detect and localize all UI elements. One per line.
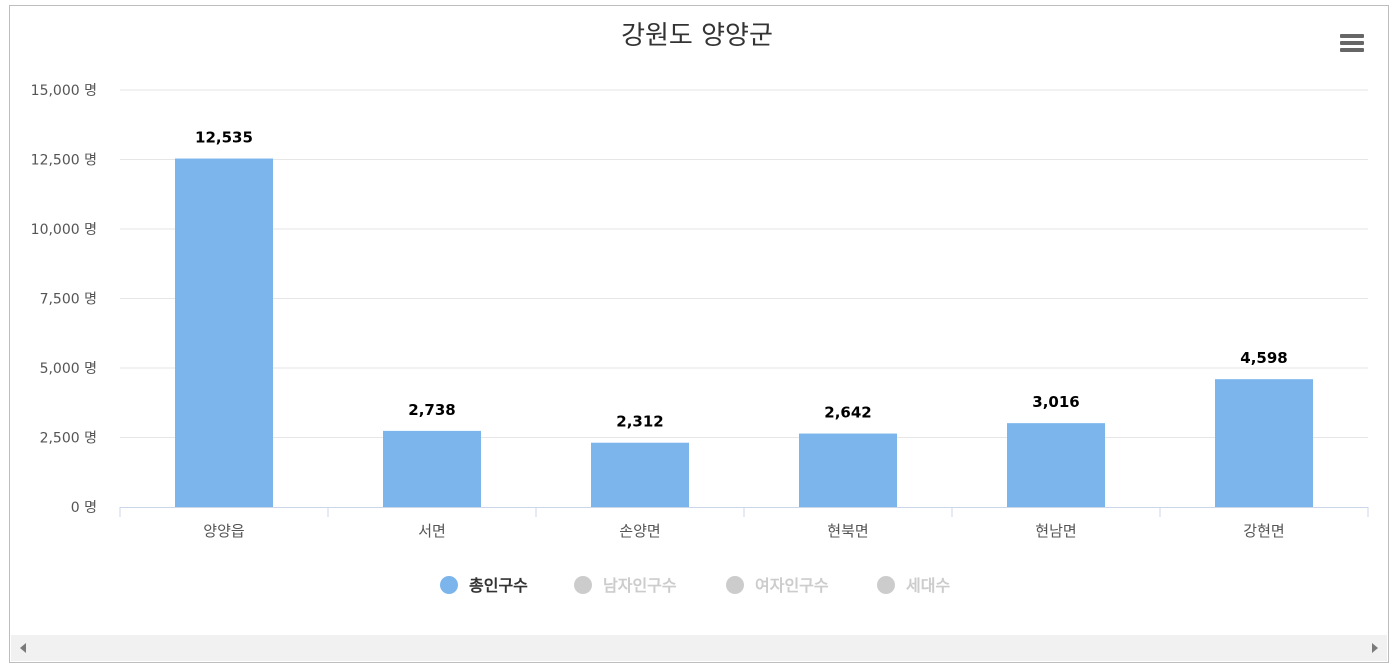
data-label: 2,312 (616, 413, 663, 431)
y-axis: 0 명 2,500 명 5,000 명 7,500 명 10,000 명 12,500 명… (31, 83, 97, 516)
x-tick-label: 양양읍 (203, 522, 244, 540)
bar (799, 433, 897, 507)
x-tick-label: 서면 (418, 522, 446, 540)
y-tick-label: 5,000 명 (40, 361, 97, 377)
horizontal-scrollbar[interactable] (11, 635, 1387, 661)
y-tick-label: 12,500 명 (31, 153, 97, 169)
legend-item[interactable]: 남자인구수 (574, 576, 677, 595)
data-label: 3,016 (1032, 393, 1079, 411)
data-labels: 12,535 2,738 2,312 2,642 3,016 4,598 (195, 129, 1288, 431)
grid-lines (120, 89, 1368, 438)
legend-marker (726, 576, 744, 594)
legend-marker (877, 576, 895, 594)
bar (175, 158, 273, 508)
x-tick-label: 현남면 (1035, 522, 1076, 540)
bar (1007, 423, 1105, 507)
data-label: 12,535 (195, 129, 253, 147)
y-tick-label: 10,000 명 (31, 222, 97, 238)
x-tick-label: 손양면 (619, 522, 660, 540)
legend-marker (574, 576, 592, 594)
bar (1215, 379, 1313, 507)
arrow-left-icon[interactable] (11, 635, 37, 661)
legend: 총인구수 남자인구수 여자인구수 세대수 (440, 576, 950, 595)
bar (591, 442, 689, 507)
legend-label: 세대수 (906, 576, 950, 595)
legend-label: 남자인구수 (603, 576, 677, 595)
y-tick-label: 0 명 (71, 500, 97, 516)
x-axis: 양양읍 서면 손양면 현북면 현남면 강현면 (119, 507, 1369, 540)
legend-item[interactable]: 여자인구수 (726, 576, 829, 595)
legend-item[interactable]: 세대수 (877, 576, 950, 595)
y-tick-label: 15,000 명 (31, 83, 97, 99)
x-tick-label: 현북면 (827, 522, 868, 540)
x-tick-label: 강현면 (1243, 522, 1284, 540)
arrow-right-icon[interactable] (1361, 635, 1387, 661)
bar (383, 430, 481, 507)
legend-label: 여자인구수 (755, 576, 829, 595)
data-label: 4,598 (1240, 349, 1287, 367)
data-label: 2,738 (408, 401, 455, 419)
legend-label: 총인구수 (469, 576, 528, 595)
y-tick-label: 7,500 명 (40, 292, 97, 308)
legend-item[interactable]: 총인구수 (440, 576, 528, 595)
legend-marker (440, 576, 458, 594)
data-label: 2,642 (824, 404, 871, 422)
y-tick-label: 2,500 명 (40, 431, 97, 447)
bar-series (175, 158, 1313, 508)
hamburger-menu-icon[interactable] (1335, 28, 1369, 62)
chart-title: 강원도 양양군 (621, 21, 773, 51)
